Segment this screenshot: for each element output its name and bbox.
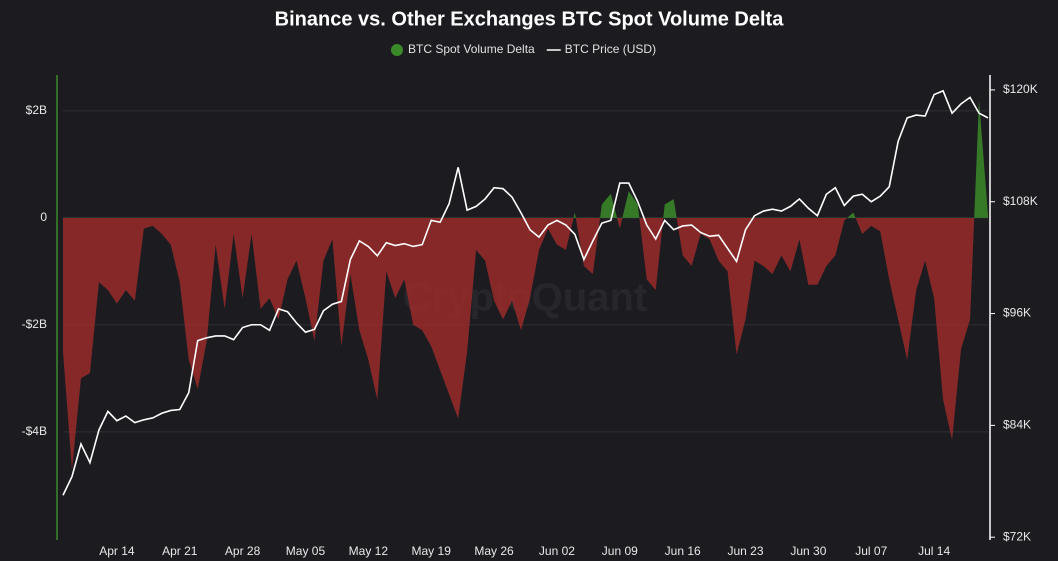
- legend-label: BTC Spot Volume Delta: [408, 42, 535, 56]
- x-tick-label: Apr 21: [162, 544, 198, 558]
- y-tick-label: $2B: [26, 103, 47, 117]
- x-tick-label: May 05: [286, 544, 326, 558]
- x-tick-label: May 19: [412, 544, 452, 558]
- y-tick-label: -$2B: [22, 317, 47, 331]
- y2-tick-label: $120K: [1003, 82, 1038, 96]
- x-tick-label: Jun 02: [539, 544, 575, 558]
- delta-area: [63, 100, 988, 470]
- y2-tick-label: $96K: [1003, 306, 1031, 320]
- price-line: [62, 89, 989, 496]
- y2-tick-label: $72K: [1003, 529, 1031, 543]
- x-tick-label: Jun 09: [602, 544, 638, 558]
- x-tick-label: May 26: [474, 544, 514, 558]
- x-tick-label: Jun 16: [665, 544, 701, 558]
- y2-tick-label: $84K: [1003, 418, 1031, 432]
- legend-swatch: [391, 44, 403, 56]
- x-tick-label: May 12: [349, 544, 389, 558]
- x-tick-label: Jun 30: [790, 544, 826, 558]
- x-tick-label: Jun 23: [728, 544, 764, 558]
- y-tick-label: -$4B: [22, 424, 47, 438]
- x-tick-label: Apr 14: [99, 544, 135, 558]
- chart-title: Binance vs. Other Exchanges BTC Spot Vol…: [275, 8, 785, 30]
- x-tick-label: Apr 28: [225, 544, 261, 558]
- legend-label: BTC Price (USD): [565, 42, 656, 56]
- y-tick-label: 0: [40, 210, 47, 224]
- x-tick-label: Jul 14: [918, 544, 950, 558]
- y2-tick-label: $108K: [1003, 194, 1038, 208]
- x-tick-label: Jul 07: [855, 544, 887, 558]
